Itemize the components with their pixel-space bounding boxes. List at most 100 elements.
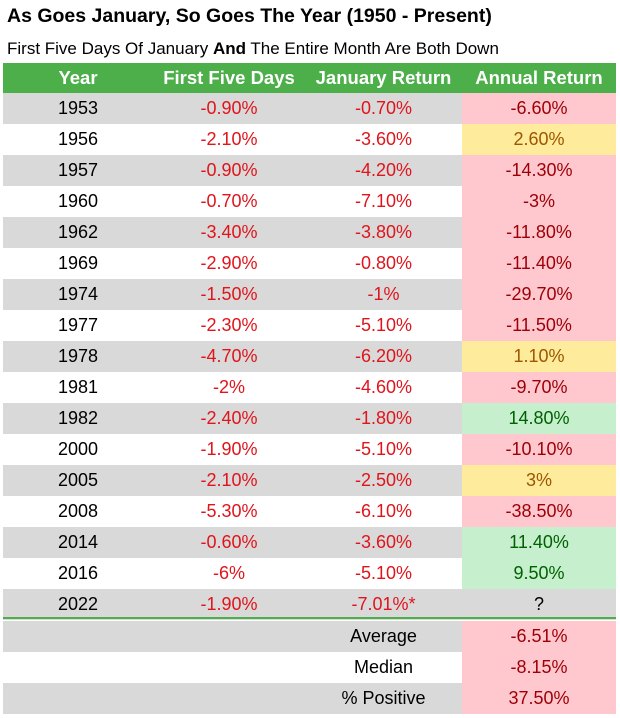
january-return-cell: -0.80% [305, 248, 462, 279]
annual-return-cell: 1.10% [462, 341, 616, 372]
first-five-days-cell: -1.50% [153, 279, 305, 310]
summary-label: % Positive [305, 683, 462, 714]
annual-return-cell: 14.80% [462, 403, 616, 434]
first-five-days-cell: -6% [153, 558, 305, 589]
first-five-days-cell: -5.30% [153, 496, 305, 527]
first-five-days-cell: -0.60% [153, 527, 305, 558]
summary-empty-cell [3, 683, 153, 714]
year-cell: 2000 [3, 434, 153, 465]
table-row: 1956 -2.10% -3.60% 2.60% [3, 124, 616, 155]
annual-return-cell: 11.40% [462, 527, 616, 558]
year-cell: 1981 [3, 372, 153, 403]
table-row: 2000 -1.90% -5.10% -10.10% [3, 434, 616, 465]
table-row: 1981 -2% -4.60% -9.70% [3, 372, 616, 403]
january-return-cell: -3.60% [305, 527, 462, 558]
january-return-cell: -4.60% [305, 372, 462, 403]
annual-return-cell: ? [462, 589, 616, 620]
annual-return-cell: -14.30% [462, 155, 616, 186]
summary-row: Median -8.15% [3, 652, 616, 683]
january-return-cell: -3.60% [305, 124, 462, 155]
subtitle-bold: And [212, 39, 246, 58]
january-return-cell: -5.10% [305, 310, 462, 341]
summary-divider [3, 617, 616, 619]
table-row: 1960 -0.70% -7.10% -3% [3, 186, 616, 217]
annual-return-cell: -11.80% [462, 217, 616, 248]
chart-subtitle: First Five Days Of January And The Entir… [7, 39, 499, 59]
table-row: 1953 -0.90% -0.70% -6.60% [3, 93, 616, 124]
annual-return-cell: -3% [462, 186, 616, 217]
january-return-cell: -5.10% [305, 558, 462, 589]
table-row: 1977 -2.30% -5.10% -11.50% [3, 310, 616, 341]
january-return-cell: -1.80% [305, 403, 462, 434]
table-header-row: Year First Five Days January Return Annu… [3, 63, 616, 93]
year-cell: 1969 [3, 248, 153, 279]
annual-return-cell: 9.50% [462, 558, 616, 589]
table-row: 2008 -5.30% -6.10% -38.50% [3, 496, 616, 527]
january-return-cell: -0.70% [305, 93, 462, 124]
table-row: 1962 -3.40% -3.80% -11.80% [3, 217, 616, 248]
summary-empty-cell [153, 683, 305, 714]
year-cell: 2008 [3, 496, 153, 527]
first-five-days-cell: -2.10% [153, 124, 305, 155]
annual-return-cell: -6.60% [462, 93, 616, 124]
returns-table: Year First Five Days January Return Annu… [3, 63, 616, 620]
table-body: 1953 -0.90% -0.70% -6.60% 1956 -2.10% -3.60% 2.… [3, 93, 616, 620]
subtitle-part1: First Five Days Of January [7, 39, 213, 58]
summary-row: Average -6.51% [3, 621, 616, 652]
summary-value: 37.50% [462, 683, 616, 714]
table-row: 2022 -1.90% -7.01%*? [3, 589, 616, 620]
annual-return-cell: 2.60% [462, 124, 616, 155]
col-header-annual-return: Annual Return [462, 63, 616, 93]
first-five-days-cell: -0.90% [153, 155, 305, 186]
subtitle-part2: The Entire Month Are Both Down [245, 39, 499, 58]
year-cell: 2014 [3, 527, 153, 558]
first-five-days-cell: -0.70% [153, 186, 305, 217]
summary-empty-cell [3, 621, 153, 652]
year-cell: 1977 [3, 310, 153, 341]
january-return-cell: -2.50% [305, 465, 462, 496]
annual-return-cell: -11.40% [462, 248, 616, 279]
year-cell: 2022 [3, 589, 153, 620]
first-five-days-cell: -1.90% [153, 434, 305, 465]
first-five-days-cell: -3.40% [153, 217, 305, 248]
year-cell: 2016 [3, 558, 153, 589]
annual-return-cell: -38.50% [462, 496, 616, 527]
annual-return-cell: -29.70% [462, 279, 616, 310]
january-return-cell: -7.01%* [305, 589, 462, 620]
first-five-days-cell: -2.90% [153, 248, 305, 279]
year-cell: 1960 [3, 186, 153, 217]
january-return-cell: -6.20% [305, 341, 462, 372]
col-header-first-five-days: First Five Days [153, 63, 305, 93]
summary-value: -8.15% [462, 652, 616, 683]
year-cell: 1957 [3, 155, 153, 186]
summary-empty-cell [3, 652, 153, 683]
annual-return-cell: 3% [462, 465, 616, 496]
annual-return-cell: -9.70% [462, 372, 616, 403]
first-five-days-cell: -2.40% [153, 403, 305, 434]
table-row: 1974 -1.50% -1% -29.70% [3, 279, 616, 310]
first-five-days-cell: -2.10% [153, 465, 305, 496]
table-row: 1957 -0.90% -4.20% -14.30% [3, 155, 616, 186]
summary-label: Average [305, 621, 462, 652]
first-five-days-cell: -0.90% [153, 93, 305, 124]
col-header-year: Year [3, 63, 153, 93]
table-row: 2014 -0.60% -3.60% 11.40% [3, 527, 616, 558]
first-five-days-cell: -2% [153, 372, 305, 403]
first-five-days-cell: -1.90% [153, 589, 305, 620]
first-five-days-cell: -4.70% [153, 341, 305, 372]
year-cell: 1953 [3, 93, 153, 124]
january-return-cell: -3.80% [305, 217, 462, 248]
summary-label: Median [305, 652, 462, 683]
table-row: 2016 -6% -5.10% 9.50% [3, 558, 616, 589]
january-return-cell: -4.20% [305, 155, 462, 186]
table-row: 1978 -4.70% -6.20% 1.10% [3, 341, 616, 372]
table-row: 2005 -2.10% -2.50% 3% [3, 465, 616, 496]
january-return-cell: -5.10% [305, 434, 462, 465]
col-header-january-return: January Return [305, 63, 462, 93]
summary-row: % Positive 37.50% [3, 683, 616, 714]
first-five-days-cell: -2.30% [153, 310, 305, 341]
summary-empty-cell [153, 652, 305, 683]
year-cell: 1962 [3, 217, 153, 248]
summary-table: Average -6.51% Median -8.15%% Positive 37.50… [3, 621, 616, 714]
